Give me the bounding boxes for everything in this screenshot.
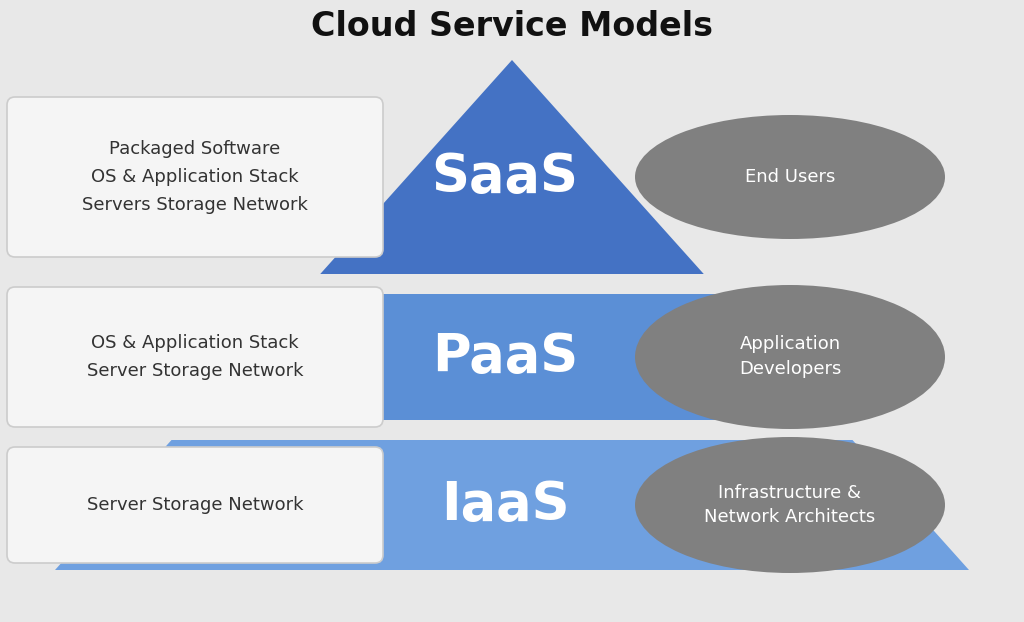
Polygon shape xyxy=(321,60,703,274)
Text: Infrastructure &
Network Architects: Infrastructure & Network Architects xyxy=(705,483,876,526)
Text: Packaged Software
OS & Application Stack
Servers Storage Network: Packaged Software OS & Application Stack… xyxy=(82,140,308,214)
Text: PaaS: PaaS xyxy=(432,331,579,383)
Text: IaaS: IaaS xyxy=(440,479,569,531)
Text: Server Storage Network: Server Storage Network xyxy=(87,496,303,514)
Ellipse shape xyxy=(635,285,945,429)
Polygon shape xyxy=(189,294,835,420)
Text: Cloud Service Models: Cloud Service Models xyxy=(311,10,713,43)
Text: SaaS: SaaS xyxy=(431,151,579,203)
FancyBboxPatch shape xyxy=(7,97,383,257)
Text: End Users: End Users xyxy=(744,168,836,186)
Ellipse shape xyxy=(635,437,945,573)
FancyBboxPatch shape xyxy=(7,287,383,427)
Text: Application
Developers: Application Developers xyxy=(738,335,841,379)
FancyBboxPatch shape xyxy=(7,447,383,563)
Text: OS & Application Stack
Server Storage Network: OS & Application Stack Server Storage Ne… xyxy=(87,334,303,380)
Ellipse shape xyxy=(635,115,945,239)
Polygon shape xyxy=(55,440,969,570)
